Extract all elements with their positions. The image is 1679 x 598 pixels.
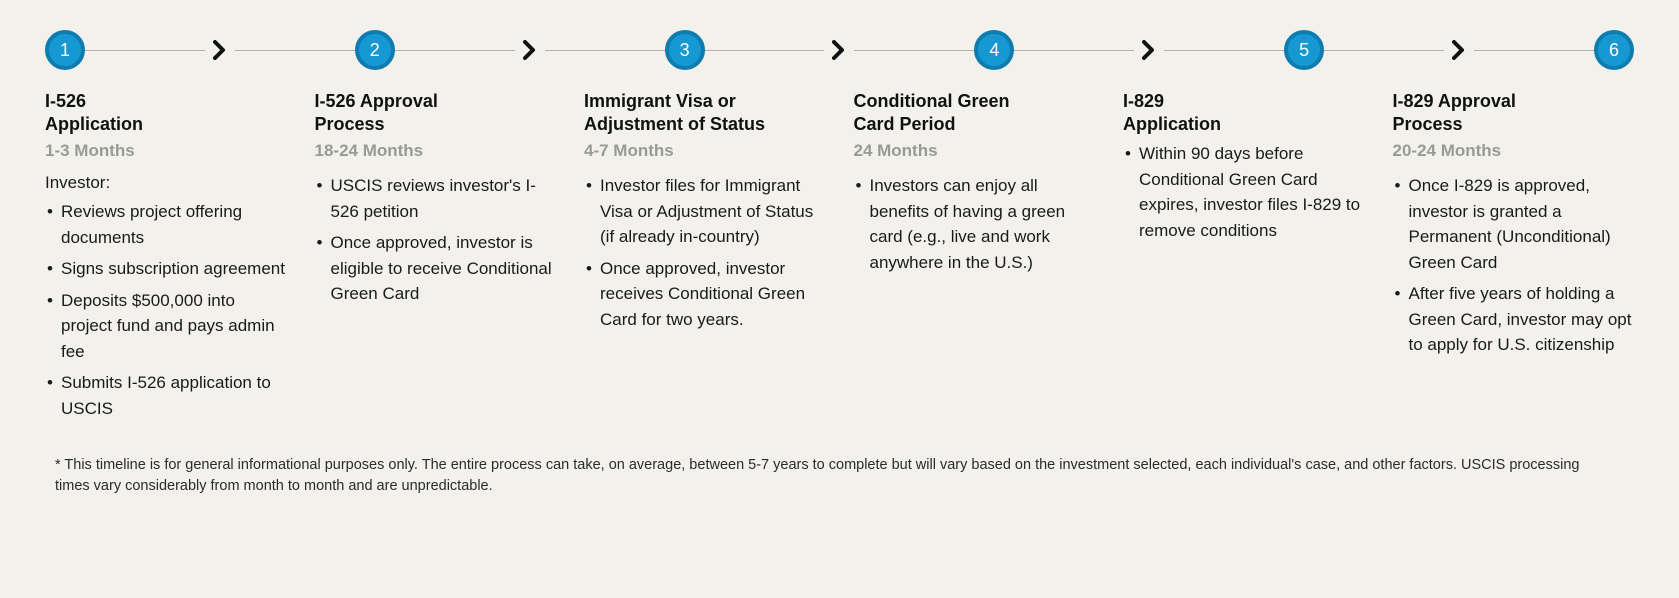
step-circle-6: 6: [1594, 30, 1634, 70]
step-column-6: I-829 ApprovalProcess 20-24 Months Once …: [1393, 90, 1635, 427]
chevron-right-icon: [1134, 40, 1164, 60]
footnote: * This timeline is for general informati…: [45, 455, 1605, 497]
bullet-item: Deposits $500,000 into project fund and …: [45, 288, 287, 365]
step-duration: 20-24 Months: [1393, 141, 1635, 161]
step-duration: 1-3 Months: [45, 141, 287, 161]
step-duration: 24 Months: [854, 141, 1096, 161]
bullet-item: USCIS reviews investor's I-526 petition: [315, 173, 557, 224]
timeline-columns: I-526Application 1-3 Months Investor: Re…: [45, 90, 1634, 427]
connector-1: [85, 30, 355, 70]
chevron-right-icon: [205, 40, 235, 60]
step-circle-2: 2: [355, 30, 395, 70]
step-bullets: Within 90 days before Conditional Green …: [1123, 141, 1365, 243]
bullet-item: Once approved, investor receives Conditi…: [584, 256, 826, 333]
connector-5: [1324, 30, 1594, 70]
step-column-3: Immigrant Visa orAdjustment of Status 4-…: [584, 90, 854, 427]
step-column-5: I-829Application Within 90 days before C…: [1123, 90, 1393, 427]
step-column-4: Conditional GreenCard Period 24 Months I…: [854, 90, 1124, 427]
step-duration: 4-7 Months: [584, 141, 826, 161]
bullet-item: Reviews project offering documents: [45, 199, 287, 250]
step-title: Conditional GreenCard Period: [854, 90, 1096, 135]
step-lead: Investor:: [45, 173, 287, 193]
bullet-item: Once approved, investor is eligible to r…: [315, 230, 557, 307]
connector-3: [705, 30, 975, 70]
chevron-right-icon: [824, 40, 854, 60]
step-title: I-829 ApprovalProcess: [1393, 90, 1635, 135]
step-bullets: Once I-829 is approved, investor is gran…: [1393, 173, 1635, 358]
step-circle-4: 4: [974, 30, 1014, 70]
chevron-right-icon: [1444, 40, 1474, 60]
step-circle-3: 3: [665, 30, 705, 70]
step-title: I-526 ApprovalProcess: [315, 90, 557, 135]
step-bullets: Reviews project offering documents Signs…: [45, 199, 287, 421]
bullet-item: Signs subscription agreement: [45, 256, 287, 282]
step-column-1: I-526Application 1-3 Months Investor: Re…: [45, 90, 315, 427]
step-title: I-526Application: [45, 90, 287, 135]
step-circle-1: 1: [45, 30, 85, 70]
bullet-item: After five years of holding a Green Card…: [1393, 281, 1635, 358]
chevron-right-icon: [515, 40, 545, 60]
bullet-item: Once I-829 is approved, investor is gran…: [1393, 173, 1635, 275]
step-bullets: Investors can enjoy all benefits of havi…: [854, 173, 1096, 275]
bullet-item: Submits I-526 application to USCIS: [45, 370, 287, 421]
step-bullets: USCIS reviews investor's I-526 petition …: [315, 173, 557, 307]
bullet-item: Within 90 days before Conditional Green …: [1123, 141, 1365, 243]
step-title: I-829Application: [1123, 90, 1365, 135]
bullet-item: Investor files for Immigrant Visa or Adj…: [584, 173, 826, 250]
step-column-2: I-526 ApprovalProcess 18-24 Months USCIS…: [315, 90, 585, 427]
step-bullets: Investor files for Immigrant Visa or Adj…: [584, 173, 826, 332]
connector-2: [395, 30, 665, 70]
bullet-item: Investors can enjoy all benefits of havi…: [854, 173, 1096, 275]
step-circle-5: 5: [1284, 30, 1324, 70]
step-title: Immigrant Visa orAdjustment of Status: [584, 90, 826, 135]
step-duration: 18-24 Months: [315, 141, 557, 161]
connector-4: [1014, 30, 1284, 70]
timeline-row: 1 2 3 4 5 6: [45, 30, 1634, 70]
